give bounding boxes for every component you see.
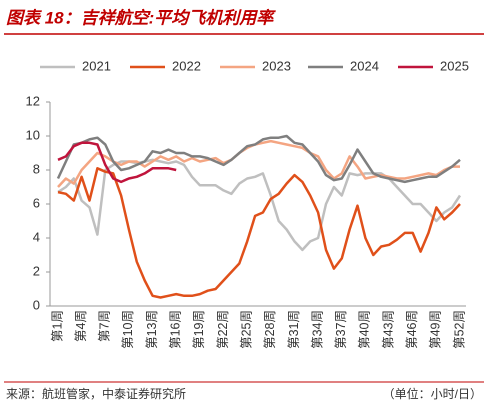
x-tick-label: 第22周 (216, 310, 230, 349)
x-tick-label: 第1周 (50, 310, 64, 342)
legend-label: 2021 (82, 58, 111, 73)
unit-note: （单位：小时/日） (383, 386, 482, 401)
y-tick-label: 10 (26, 127, 40, 142)
legend-label: 2022 (172, 58, 201, 73)
y-tick-label: 0 (33, 297, 40, 312)
x-tick-label: 第13周 (145, 310, 159, 349)
series-line (57, 158, 462, 252)
x-tick-label: 第7周 (98, 310, 112, 342)
y-tick-label: 6 (33, 195, 40, 210)
x-tick-label: 第31周 (287, 310, 301, 349)
x-tick-label: 第10周 (121, 310, 135, 349)
source: 来源：航班管家，中泰证券研究所 (6, 386, 186, 401)
y-tick-label: 12 (26, 93, 40, 108)
chart-title: 图表 18：吉祥航空:平均飞机利用率 (6, 8, 276, 27)
series-line (56, 134, 461, 184)
y-tick-label: 2 (33, 263, 40, 278)
x-tick-label: 第37周 (334, 310, 348, 349)
legend-label: 2024 (350, 58, 379, 73)
x-tick-label: 第40周 (358, 310, 372, 349)
y-tick-label: 8 (33, 161, 40, 176)
x-tick-label: 第52周 (452, 310, 466, 349)
series-line (57, 139, 460, 188)
x-tick-label: 第4周 (74, 310, 88, 342)
legend-label: 2025 (440, 58, 469, 73)
y-tick-label: 4 (33, 229, 40, 244)
x-tick-label: 第28周 (263, 310, 277, 349)
x-tick-label: 第46周 (405, 310, 419, 349)
x-tick-label: 第34周 (310, 310, 324, 349)
x-tick-label: 第43周 (381, 310, 395, 349)
x-tick-label: 第25周 (239, 310, 253, 349)
x-tick-label: 第49周 (429, 310, 443, 349)
x-tick-label: 第16周 (169, 310, 183, 349)
x-tick-label: 第19周 (192, 310, 206, 349)
legend-label: 2023 (262, 58, 291, 73)
series-line (57, 167, 461, 299)
series-line (57, 141, 177, 184)
